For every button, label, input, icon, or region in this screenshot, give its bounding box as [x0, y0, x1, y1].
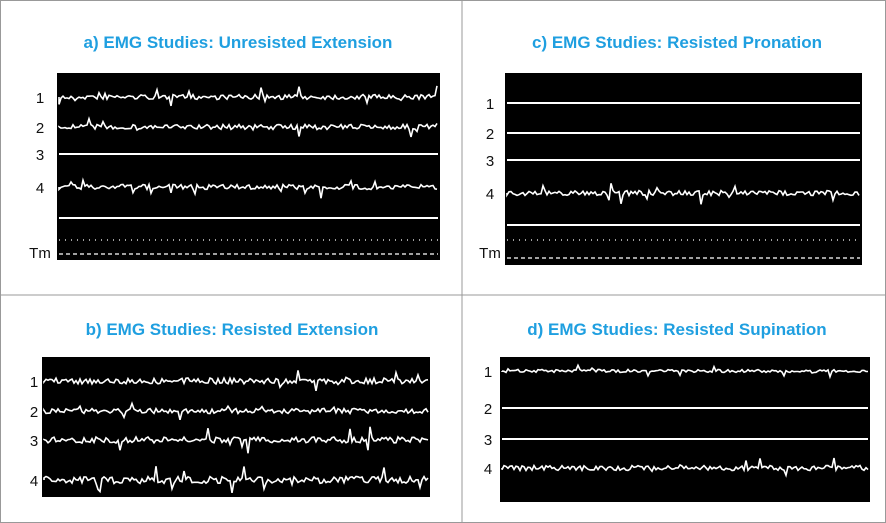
channel-label: 4	[36, 180, 44, 197]
channel-label: 1	[36, 90, 44, 107]
channel-label: Tm	[479, 245, 501, 262]
channel-label: Tm	[29, 245, 51, 262]
panel-title: a) EMG Studies: Unresisted Extension	[84, 33, 393, 52]
channel-label: 1	[30, 374, 38, 391]
figure: a) EMG Studies: Unresisted Extension 1 2 3 4…	[0, 0, 886, 523]
trace-background	[500, 357, 870, 502]
channel-label: 3	[486, 153, 494, 170]
channel-label: 2	[36, 120, 44, 137]
channel-label: 2	[484, 401, 492, 418]
trace-background	[57, 73, 440, 260]
channel-label: 3	[30, 433, 38, 450]
channel-label: 4	[484, 461, 492, 478]
panel-title: d) EMG Studies: Resisted Supination	[527, 320, 826, 339]
panel-title: c) EMG Studies: Resisted Pronation	[532, 33, 822, 52]
trace-background	[505, 73, 862, 265]
channel-label: 4	[486, 186, 494, 203]
channel-label: 2	[30, 404, 38, 421]
channel-label: 1	[484, 364, 492, 381]
channel-label: 4	[30, 473, 38, 490]
channel-label: 3	[484, 432, 492, 449]
channel-label: 1	[486, 96, 494, 113]
channel-label: 2	[486, 126, 494, 143]
panel-title: b) EMG Studies: Resisted Extension	[86, 320, 379, 339]
trace-background	[42, 357, 430, 497]
channel-label: 3	[36, 147, 44, 164]
